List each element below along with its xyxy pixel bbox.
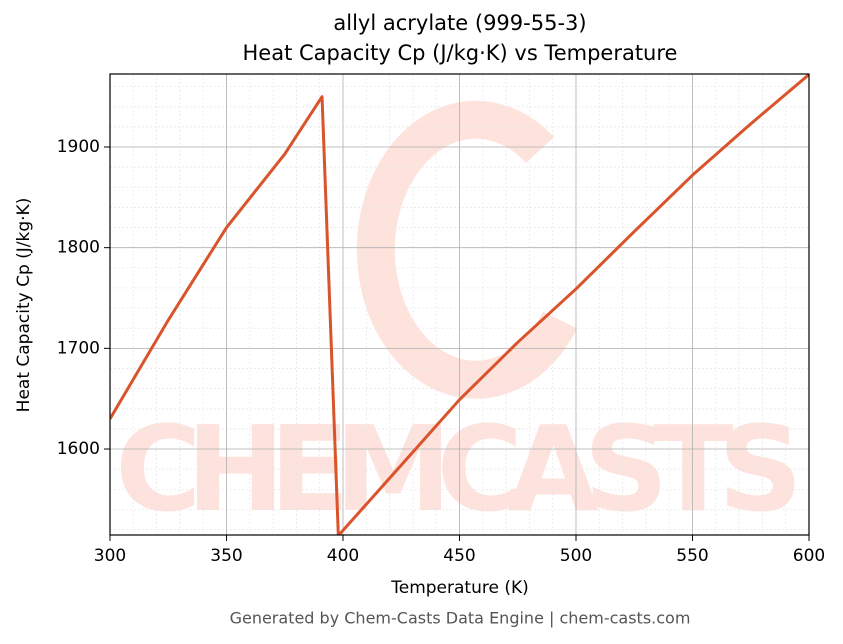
watermark: CHEMCASTS <box>115 100 805 538</box>
plot-frame <box>109 73 810 536</box>
data-line <box>110 74 809 535</box>
y-tick-label: 1700 <box>57 338 100 358</box>
chart-title: allyl acrylate (999-55-3) <box>333 11 586 35</box>
x-tick-label: 350 <box>210 546 242 566</box>
x-tick-label: 450 <box>443 546 475 566</box>
y-tick-label: 1600 <box>57 439 100 459</box>
y-tick-label: 1800 <box>57 238 100 258</box>
x-tick-label: 400 <box>327 546 359 566</box>
y-axis-label: Heat Capacity Cp (J/kg·K) <box>14 198 34 413</box>
x-tick-label: 600 <box>793 546 825 566</box>
x-tick-label: 300 <box>94 546 126 566</box>
footer: Generated by Chem-Casts Data Engine | ch… <box>230 609 691 628</box>
x-tick-label: 500 <box>560 546 592 566</box>
x-axis-label: Temperature (K) <box>390 578 529 598</box>
x-tick-label: 550 <box>676 546 708 566</box>
chart-subtitle: Heat Capacity Cp (J/kg·K) vs Temperature <box>243 41 678 65</box>
watermark-logo <box>356 100 578 399</box>
y-tick-label: 1900 <box>57 137 100 157</box>
watermark-text: CHEMCASTS <box>115 400 805 538</box>
